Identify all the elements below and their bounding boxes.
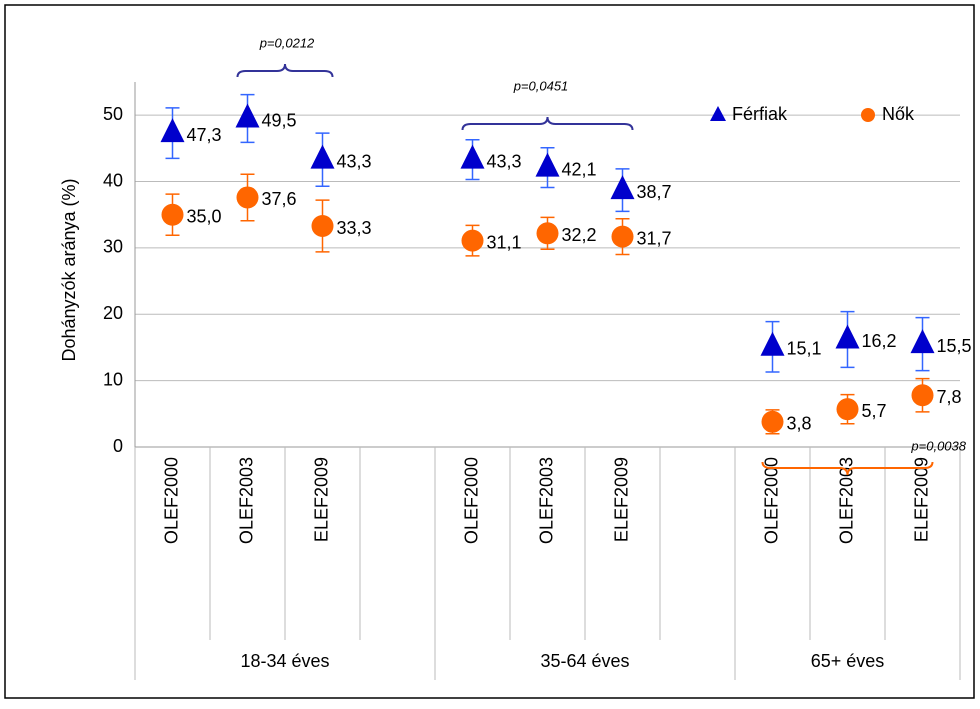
value-label: 7,8 [937,387,962,407]
marker [761,410,784,433]
value-label: 31,7 [637,228,672,248]
marker [310,144,335,169]
marker [536,222,559,245]
x-tick-label: OLEF2000 [461,457,481,544]
legend-marker [710,106,726,121]
y-tick-label: 40 [103,170,123,190]
bracket [461,116,634,131]
bracket [236,63,334,78]
x-tick-label: OLEF2003 [836,457,856,544]
y-tick-label: 10 [103,369,123,389]
marker [760,331,785,356]
value-label: 43,3 [487,151,522,171]
marker [235,103,260,128]
marker [461,229,484,252]
marker [311,215,334,238]
value-label: 3,8 [787,414,812,434]
marker [160,118,185,143]
value-label: 38,7 [637,182,672,202]
value-label: 5,7 [862,401,887,421]
annotation: p=0,0212 [259,35,315,50]
legend-marker [861,108,875,122]
value-label: 33,3 [337,218,372,238]
marker [535,152,560,177]
y-tick-label: 30 [103,237,123,257]
marker [161,203,184,226]
marker [611,225,634,248]
marker [911,384,934,407]
marker [835,324,860,349]
value-label: 42,1 [562,159,597,179]
value-label: 16,2 [862,331,897,351]
y-tick-label: 0 [113,436,123,456]
y-tick-label: 50 [103,104,123,124]
group-label: 35-64 éves [540,651,629,671]
x-tick-label: ELEF2009 [311,457,331,542]
value-label: 31,1 [487,232,522,252]
value-label: 43,3 [337,151,372,171]
value-label: 15,1 [787,339,822,359]
annotation: p=0,0451 [513,78,569,93]
marker [910,329,935,354]
value-label: 49,5 [262,110,297,130]
group-label: 18-34 éves [240,651,329,671]
marker [460,144,485,169]
legend-label: Férfiak [732,104,788,124]
marker [610,175,635,200]
value-label: 47,3 [187,125,222,145]
annotation: p=0,0038 [910,438,966,453]
x-tick-label: OLEF2000 [761,457,781,544]
value-label: 37,6 [262,189,297,209]
y-axis-label: Dohányzók aránya (%) [59,178,79,361]
marker [836,398,859,421]
x-tick-label: OLEF2000 [161,457,181,544]
group-label: 65+ éves [811,651,885,671]
x-tick-label: OLEF2003 [536,457,556,544]
chart-border [4,4,975,699]
x-tick-label: ELEF2009 [911,457,931,542]
value-label: 15,5 [937,336,972,356]
bracket [761,461,934,476]
value-label: 35,0 [187,206,222,226]
y-tick-label: 20 [103,303,123,323]
legend-label: Nők [882,104,915,124]
x-tick-label: ELEF2009 [611,457,631,542]
marker [236,186,259,209]
x-tick-label: OLEF2003 [236,457,256,544]
value-label: 32,2 [562,225,597,245]
